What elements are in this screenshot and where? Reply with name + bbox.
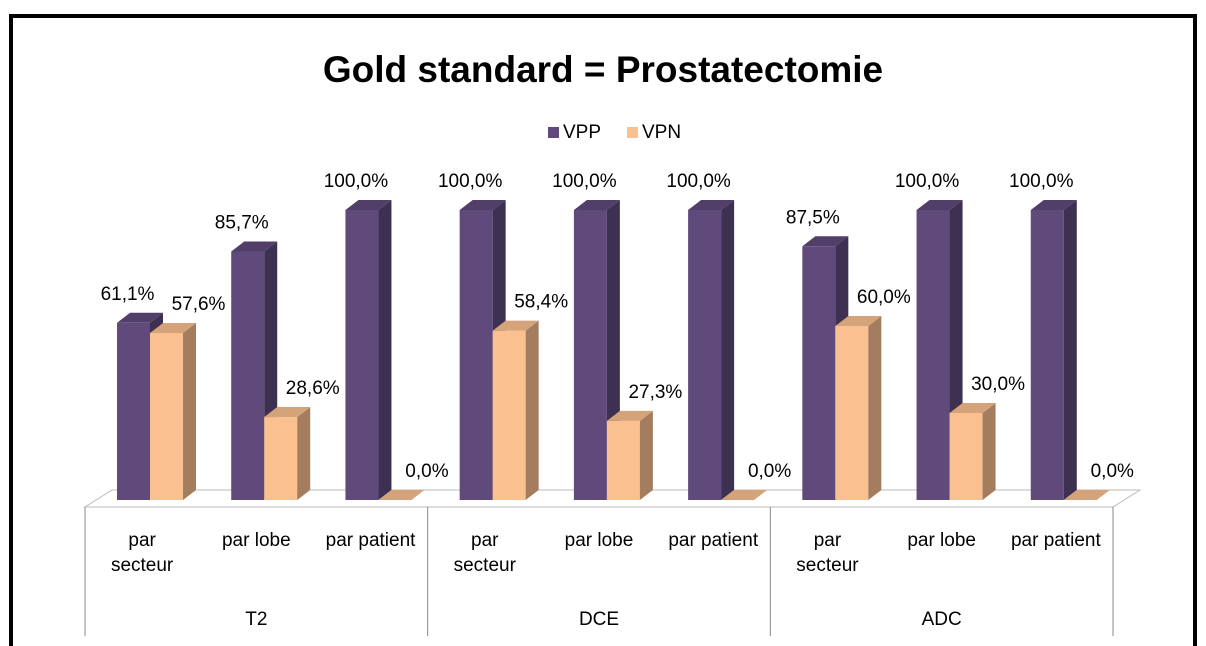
group-label: DCE [579, 609, 619, 630]
bar-top [264, 407, 311, 418]
data-label: 57,6% [172, 294, 226, 315]
data-label: 0,0% [405, 461, 448, 482]
x-tick-label: par lobe [907, 530, 976, 551]
group-label: ADC [922, 609, 962, 630]
bar-front [802, 246, 836, 500]
bar [1030, 200, 1077, 500]
bar-top [231, 241, 278, 252]
legend-label: VPN [642, 122, 681, 143]
data-label: 100,0% [666, 171, 731, 192]
bar-front [345, 210, 379, 500]
bar [835, 316, 882, 500]
x-tick-label: par secteur [453, 530, 516, 576]
data-label: 100,0% [1009, 171, 1074, 192]
bar [264, 407, 311, 500]
bar-front [492, 330, 526, 500]
bar [949, 403, 996, 500]
bar-top [606, 410, 653, 421]
legend-label: VPP [563, 122, 601, 143]
bar [492, 320, 539, 500]
x-tick-label: par secteur [796, 530, 859, 576]
bar-top [1030, 200, 1077, 210]
bar-front [231, 251, 265, 500]
bar-front [150, 332, 183, 500]
bar [721, 490, 768, 500]
bar [345, 200, 392, 500]
x-tick-label: par patient [325, 530, 416, 551]
data-label: 100,0% [895, 171, 960, 192]
bar-top [345, 200, 392, 210]
bar [606, 410, 653, 500]
bar-side [525, 320, 539, 500]
x-tick-label: par lobe [221, 530, 291, 551]
bar-top [949, 403, 996, 413]
x-tick-label: par lobe [564, 530, 634, 551]
data-label: 28,6% [286, 378, 340, 399]
bar-top [721, 490, 768, 500]
bar-top [688, 200, 735, 210]
bar-top [378, 490, 425, 500]
data-label: 58,4% [514, 292, 568, 313]
bar-top [117, 312, 163, 323]
bar [688, 200, 735, 500]
data-label: 0,0% [748, 461, 791, 482]
data-label: 85,7% [215, 212, 269, 233]
group-label: T2 [245, 609, 267, 630]
bar [150, 322, 196, 500]
bar-side [639, 410, 653, 500]
bar-front [916, 210, 950, 500]
bar-front [688, 210, 722, 500]
bar-side [378, 200, 392, 500]
chart-title: Gold standard = Prostatectomie [323, 49, 883, 90]
bar-front [264, 417, 298, 500]
bar-top [835, 316, 882, 326]
bar-side [1063, 200, 1077, 500]
bar-side [721, 200, 735, 500]
bar-side [297, 407, 311, 500]
bar-front [459, 210, 493, 500]
data-label: 0,0% [1091, 461, 1134, 482]
bar-front [835, 326, 869, 500]
bar [1063, 490, 1110, 500]
bar-top [150, 322, 196, 333]
bar-top [459, 200, 506, 210]
x-tick-label: par patient [1010, 530, 1101, 551]
bar-top [573, 200, 620, 210]
data-label: 61,1% [101, 284, 155, 305]
bar-front [117, 322, 150, 500]
data-label: 30,0% [971, 374, 1025, 395]
data-label: 100,0% [324, 171, 389, 192]
bar-side [868, 316, 882, 500]
bar-front [606, 420, 640, 500]
data-label: 100,0% [552, 171, 617, 192]
data-label: 27,3% [628, 382, 682, 403]
bar-front [573, 210, 607, 500]
data-label: 87,5% [786, 207, 840, 228]
bar-top [916, 200, 963, 210]
bar-front [1030, 210, 1064, 500]
data-label: 100,0% [438, 171, 503, 192]
legend-swatch [627, 127, 638, 138]
frame [9, 14, 1197, 646]
bar-top [1063, 490, 1110, 500]
x-tick-label: par patient [668, 530, 759, 551]
bar-top [492, 320, 539, 331]
bar-side [982, 403, 996, 500]
bar-front [949, 413, 983, 500]
x-tick-label: par secteur [110, 530, 174, 576]
data-label: 60,0% [857, 287, 911, 308]
bar [378, 490, 425, 500]
bar-side [183, 322, 196, 500]
legend-swatch [548, 127, 559, 138]
bar-top [802, 236, 849, 247]
